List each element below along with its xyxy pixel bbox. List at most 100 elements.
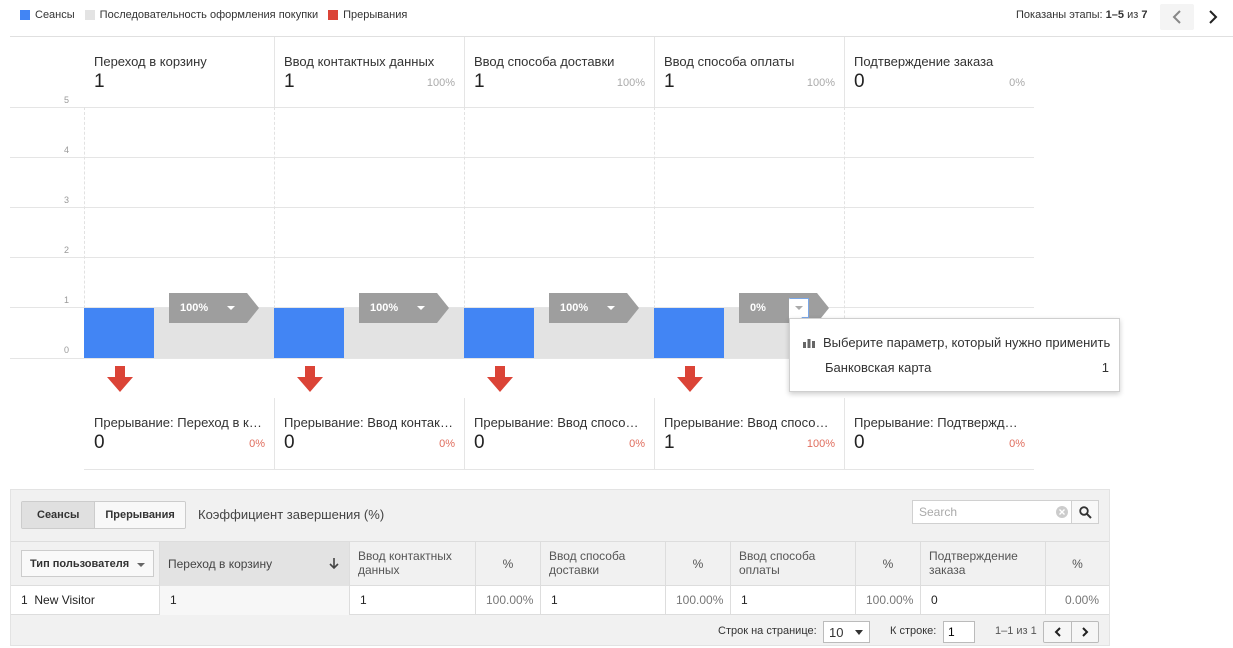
stage-value: 1 [664,71,675,92]
row-user-type[interactable]: New Visitor [34,593,95,607]
dropoff-arrow-icon [677,366,703,395]
stage-pct: 100% [806,77,835,89]
dropoff-delivery[interactable]: Прерывание: Ввод способа доставки 0 0% [464,398,654,470]
cell-pct: 100.00% [476,586,541,615]
dropoff-value: 0 [854,432,865,453]
dimension-select[interactable]: Тип пользователя [21,550,154,577]
col-header-pct[interactable]: % [1046,542,1109,586]
page-range: 1–1 из 1 [995,625,1037,637]
col-header-confirmation[interactable]: Подтверждение заказа [921,542,1046,586]
search-input[interactable] [913,501,1053,523]
col-header-contacts[interactable]: Ввод контактных данных [350,542,476,586]
stage-name: Ввод контактных данных [284,54,435,69]
col-header-pct[interactable]: % [666,542,731,586]
bar-chart-icon [803,338,815,348]
badge-shape [169,293,259,323]
col-header-payment[interactable]: Ввод способа оплаты [731,542,856,586]
stages-info-total: 7 [1141,9,1148,21]
stage-value: 1 [474,71,485,92]
tab-dropoffs[interactable]: Прерывания [95,502,185,528]
col-header-label: % [882,557,894,571]
sessions-bar[interactable] [464,308,534,358]
col-header-label: Ввод способа оплаты [739,549,816,577]
stage-pct: 100% [426,77,455,89]
cell-value: 1 [731,586,856,615]
legend-label: Прерывания [343,9,408,21]
cell-value: 1 [350,586,476,615]
col-header-label: Ввод способа доставки [549,549,626,577]
dimension-header: Тип пользователя [11,542,160,586]
flow-rate-badge[interactable]: 100% [549,293,639,323]
stage-value: 0 [854,71,865,92]
rows-per-page-label: Строк на странице: [718,625,817,637]
stage-value: 1 [94,71,105,92]
dropoff-name: Прерывание: Ввод способа оплаты [664,415,834,430]
cell-pct: 0.00% [1064,593,1099,607]
caret-down-icon [417,306,425,310]
dropoff-payment[interactable]: Прерывание: Ввод способа оплаты 1 100% [654,398,844,470]
dimension-select-label: Тип пользователя [30,557,130,570]
sessions-bar[interactable] [84,308,154,358]
rows-per-page-value: 10 [829,624,844,640]
tab-sessions[interactable]: Сеансы [22,502,96,528]
sort-down-icon [329,558,339,570]
stage-header-cart: Переход в корзину 1 [84,37,274,107]
dropoff-pct: 100% [806,438,835,450]
rows-per-page-select[interactable]: 10 [823,621,870,643]
goto-row-label: К строке: [890,625,937,637]
legend-item-dropoffs: Прерывания [328,9,407,21]
goto-row-input[interactable] [943,621,975,643]
dropoff-pct: 0% [249,438,265,450]
prev-stages-button[interactable] [1160,4,1194,30]
dropoff-cart[interactable]: Прерывание: Переход в корзину 0 0% [84,398,274,470]
flow-rate-badge[interactable]: 100% [169,293,259,323]
dropoff-pct: 0% [1009,438,1025,450]
stage-header-confirmation: Подтверждение заказа 0 0% [844,37,1034,107]
gridline-1 [10,307,1034,308]
gridline-2 [10,257,1034,258]
dropoff-arrow-icon [107,366,133,395]
dimension-popup: Выберите параметр, который нужно примени… [789,318,1120,392]
col-header-pct[interactable]: % [856,542,921,586]
gridline-0 [10,358,1034,359]
flow-rate-badge[interactable]: 100% [359,293,449,323]
column-divider [844,37,845,107]
column-divider [84,107,85,358]
stage-value: 1 [284,71,295,92]
col-header-pct[interactable]: % [476,542,541,586]
col-header-delivery[interactable]: Ввод способа доставки [541,542,666,586]
dropoff-contacts[interactable]: Прерывание: Ввод контактных данных 0 0% [274,398,464,470]
flow-rate-label: 100% [560,302,589,314]
search-clear-button[interactable] [1053,501,1071,523]
col-header-cart[interactable]: Переход в корзину [160,542,350,586]
y-tick-label: 2 [64,245,70,255]
next-stages-button[interactable] [1196,4,1230,30]
caret-down-icon [855,630,863,635]
badge-shape [549,293,639,323]
gridline-5 [10,107,1034,108]
stage-header-payment: Ввод способа оплаты 1 100% [654,37,844,107]
dropoff-confirmation[interactable]: Прерывание: Подтверждение заказа 0 0% [844,398,1034,470]
search-box [912,500,1099,524]
legend: Сеансы Последовательность оформления пок… [20,9,407,21]
clear-icon [1056,506,1068,518]
y-tick-label: 5 [64,95,70,105]
dropoff-pct: 0% [439,438,455,450]
search-button[interactable] [1071,501,1098,523]
col-header-label: % [502,557,514,571]
sessions-bar[interactable] [274,308,344,358]
stage-name: Ввод способа доставки [474,54,615,69]
column-divider [844,107,845,358]
col-header-label: % [692,557,704,571]
stage-pct: 100% [616,77,645,89]
prev-page-button[interactable] [1044,622,1071,642]
dropoff-value: 0 [284,432,295,453]
next-page-button[interactable] [1071,622,1098,642]
completion-rate-link[interactable]: Коэффициент завершения (%) [198,507,385,522]
popup-pointer [789,298,802,318]
flow-rate-badge[interactable]: 0% [739,293,829,323]
search-icon [1078,505,1092,519]
caret-down-icon [795,306,803,310]
popup-option-bank-card[interactable]: Банковская карта 1 [825,360,1109,375]
sessions-bar[interactable] [654,308,724,358]
